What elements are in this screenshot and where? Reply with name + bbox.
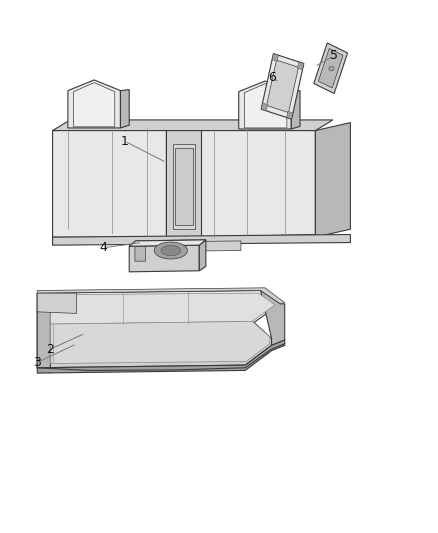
Polygon shape: [129, 245, 199, 272]
Polygon shape: [261, 103, 268, 111]
Polygon shape: [37, 322, 272, 368]
Polygon shape: [37, 288, 285, 304]
Polygon shape: [74, 83, 115, 127]
Polygon shape: [297, 62, 304, 70]
Polygon shape: [261, 290, 285, 345]
Polygon shape: [53, 128, 166, 237]
Polygon shape: [135, 246, 145, 261]
Polygon shape: [37, 290, 280, 325]
Polygon shape: [272, 54, 279, 61]
Polygon shape: [53, 235, 350, 245]
Polygon shape: [50, 321, 270, 364]
Polygon shape: [161, 245, 181, 256]
Polygon shape: [129, 240, 206, 246]
Polygon shape: [68, 80, 120, 128]
Polygon shape: [175, 148, 193, 225]
Text: 5: 5: [330, 50, 338, 62]
Polygon shape: [244, 84, 287, 128]
Polygon shape: [315, 123, 350, 237]
Polygon shape: [37, 340, 285, 373]
Text: 6: 6: [268, 71, 276, 84]
Polygon shape: [37, 293, 77, 313]
Polygon shape: [129, 240, 206, 246]
Polygon shape: [318, 49, 343, 88]
Polygon shape: [173, 144, 195, 229]
Polygon shape: [120, 90, 129, 128]
Text: 4: 4: [99, 241, 107, 254]
Polygon shape: [314, 43, 348, 93]
Polygon shape: [201, 129, 315, 237]
Polygon shape: [261, 54, 304, 119]
Text: 1: 1: [121, 135, 129, 148]
Polygon shape: [154, 242, 187, 259]
Polygon shape: [286, 111, 293, 119]
Text: 3: 3: [33, 356, 41, 369]
Polygon shape: [266, 60, 299, 112]
Polygon shape: [239, 81, 291, 129]
Polygon shape: [329, 67, 334, 71]
Text: 2: 2: [46, 343, 54, 356]
Polygon shape: [153, 241, 241, 252]
Polygon shape: [37, 293, 50, 373]
Polygon shape: [53, 120, 333, 131]
Polygon shape: [199, 240, 206, 271]
Polygon shape: [166, 128, 201, 237]
Polygon shape: [50, 293, 275, 324]
Polygon shape: [291, 91, 300, 129]
